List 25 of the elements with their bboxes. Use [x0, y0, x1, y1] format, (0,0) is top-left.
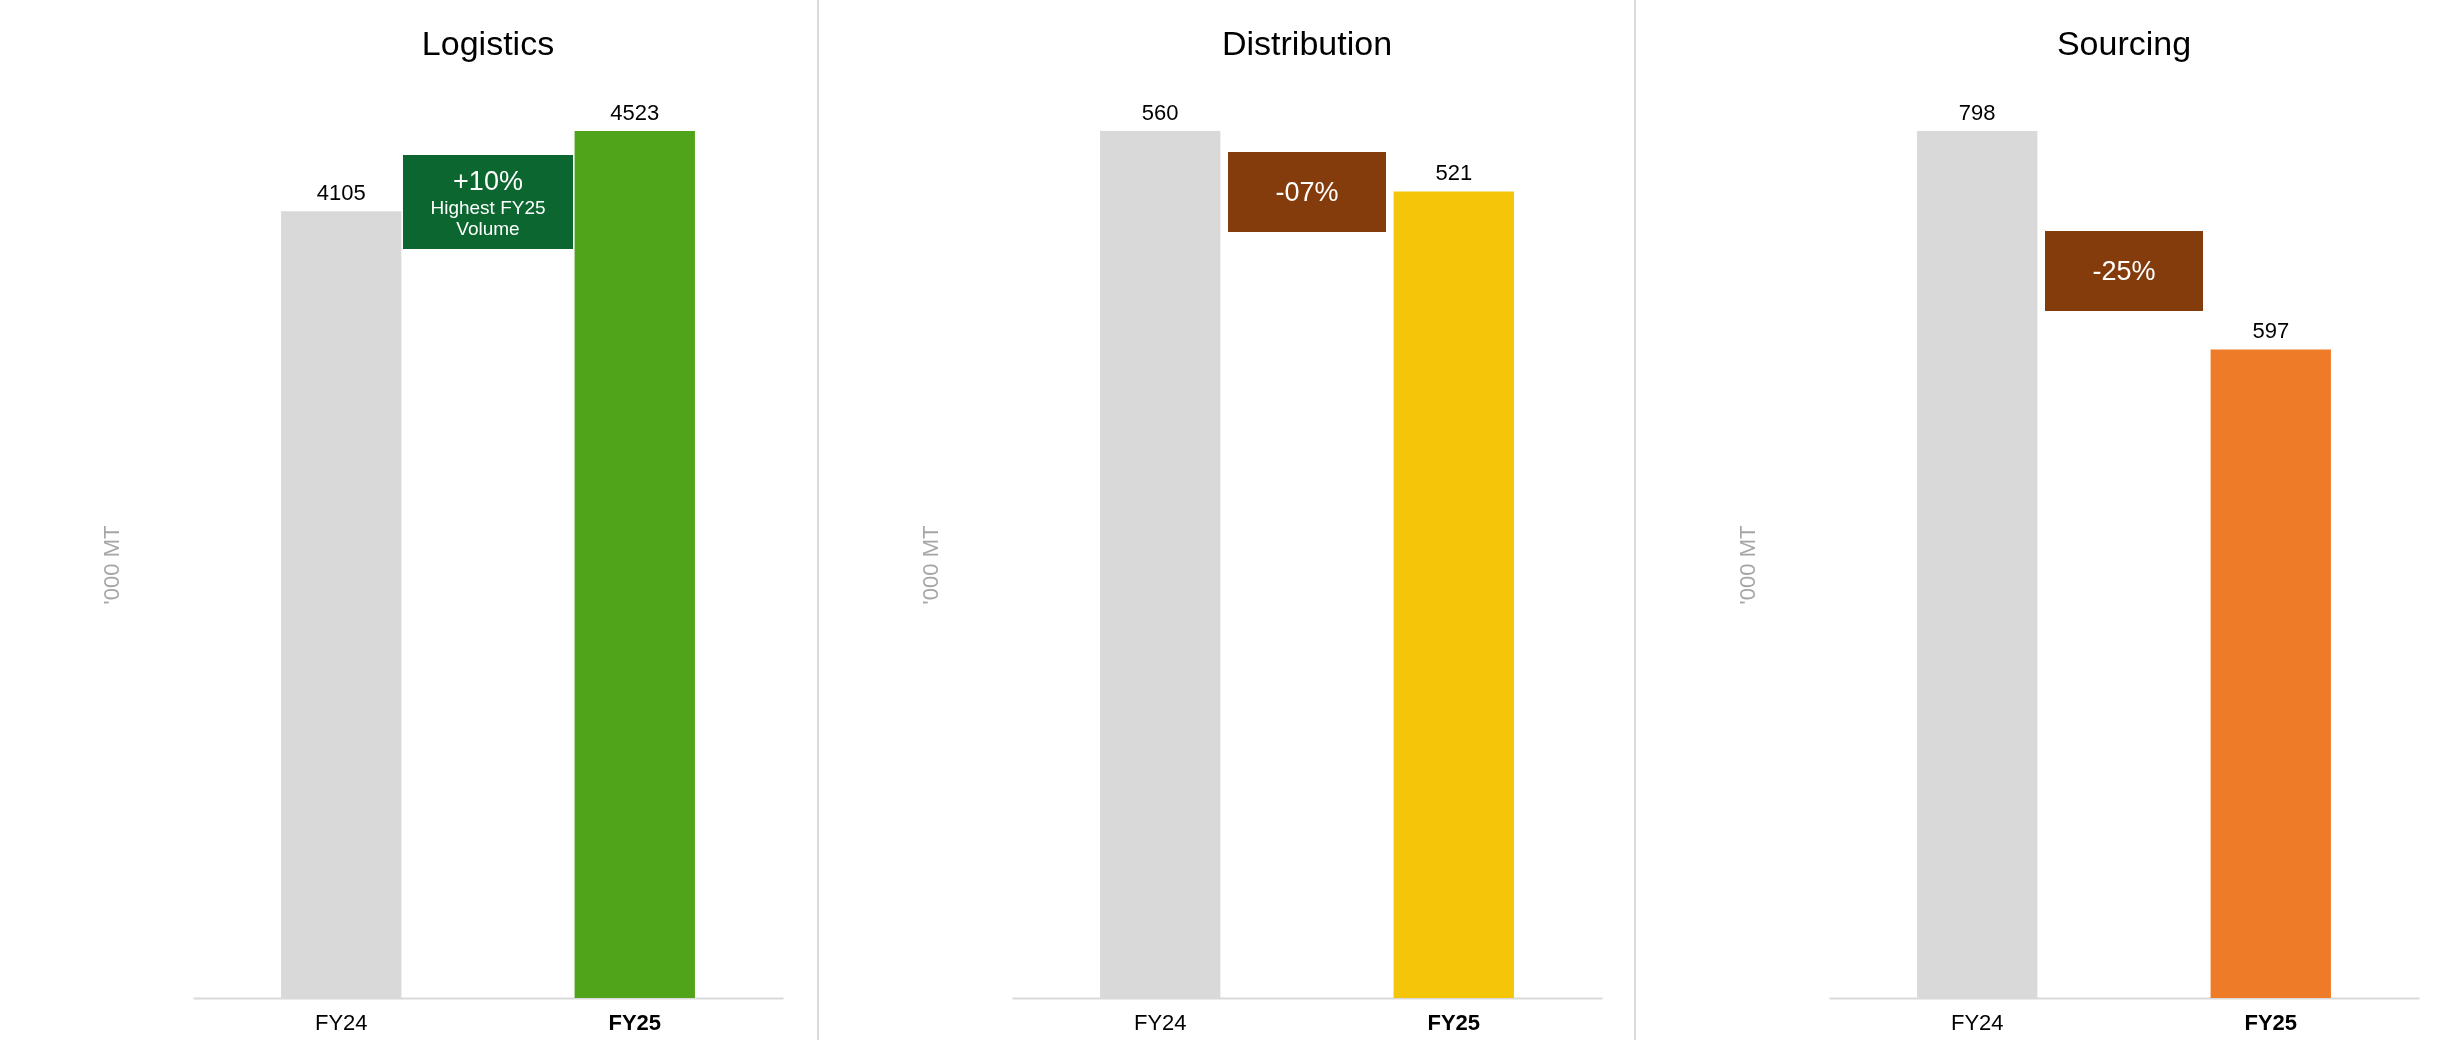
annotation: -25% — [2091, 255, 2157, 288]
data-label: 798 — [1958, 100, 1996, 125]
annotation: +10% — [452, 165, 524, 198]
callout-box: -07% — [1228, 152, 1386, 233]
chart-title: Distribution — [1221, 24, 1393, 62]
data-label: 4523 — [610, 100, 660, 125]
data-label: 597 — [2252, 318, 2290, 344]
x-tick-label: FY24 — [1950, 1009, 2004, 1035]
data-label: 4105 — [316, 180, 366, 206]
annotation: Highest FY25 Volume — [429, 197, 547, 240]
data-label: 560 — [1141, 100, 1179, 125]
y-axis-title: '000 MT — [917, 525, 943, 605]
callout-box: -25% — [2045, 231, 2203, 312]
annotation: -07% — [1274, 176, 1340, 209]
data-label: 521 — [1435, 160, 1473, 186]
chart-title: Sourcing — [2056, 24, 2192, 62]
chart-title: Logistics — [421, 24, 555, 62]
y-axis-title: '000 MT — [98, 525, 124, 605]
x-tick-label: FY25 — [1427, 1009, 1481, 1035]
x-tick-label: FY24 — [314, 1009, 368, 1035]
x-tick-label: FY25 — [2244, 1009, 2298, 1035]
callout-box: +10% Highest FY25 Volume — [403, 155, 573, 250]
x-tick-label: FY24 — [1133, 1009, 1187, 1035]
y-axis-title: '000 MT — [1734, 525, 1760, 605]
x-tick-label: FY25 — [608, 1009, 662, 1035]
